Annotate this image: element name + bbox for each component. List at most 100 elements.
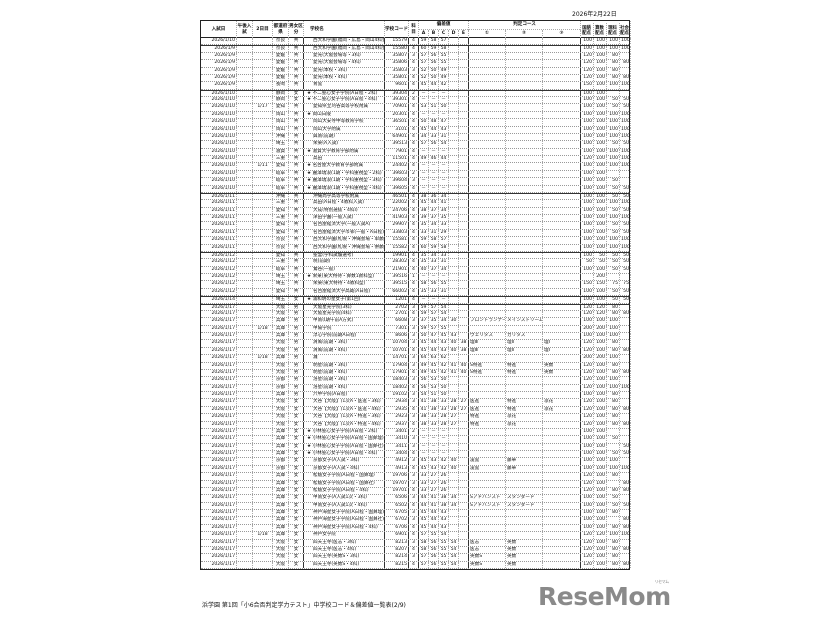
- hensachi-e: [459, 480, 469, 487]
- hensachi-b: 44: [429, 510, 439, 517]
- table-row: 2026/1/10 三重共高田 11501 4 49 46 44 120 100 100 100: [201, 156, 631, 164]
- shakai-points: 80: [620, 421, 631, 428]
- pm-exam: [237, 399, 253, 406]
- hensachi-e: 38: [459, 340, 469, 347]
- hensachi-e: [459, 443, 469, 450]
- pm-exam: [237, 414, 253, 421]
- hensachi-d: [449, 200, 459, 207]
- hensachi-c: －: [439, 274, 449, 281]
- subject-count: 4: [409, 133, 419, 141]
- course-3: [543, 126, 581, 133]
- hensachi-d: 34: [449, 495, 459, 502]
- prefecture: 兵庫: [273, 517, 289, 524]
- hensachi-b: 41: [429, 495, 439, 502]
- course-1: 英数S: [469, 561, 506, 568]
- school-code: 28302: [385, 259, 409, 266]
- subject-count: 4: [409, 148, 419, 155]
- exam-date: 2026/1/10: [201, 126, 237, 133]
- sansu-points: 100: [594, 193, 607, 200]
- course-2: [506, 97, 543, 104]
- kokugo-points: 120: [581, 480, 594, 487]
- school-code: 10701: [385, 347, 409, 355]
- hensachi-e: [459, 266, 469, 273]
- hensachi-e: [459, 428, 469, 436]
- hensachi-c: 57: [439, 237, 449, 244]
- school-code: 35803: [385, 67, 409, 74]
- hensachi-c: －: [439, 170, 449, 178]
- gender-type: 女: [289, 480, 304, 487]
- second-day: [253, 495, 273, 502]
- subject-count: 3: [409, 480, 419, 487]
- second-day: [253, 362, 273, 369]
- table-row: 2026/1/11 沖縄共沖縄尚学高等学校附属 46501 4 38 36 34 100 100…: [201, 192, 631, 201]
- course-2: [506, 304, 543, 310]
- exam-date: 2026/1/17: [201, 355, 237, 362]
- subject-count: 3: [409, 304, 419, 310]
- school-name: ★ 麗澤瑞浪(1期・学科重視型・2科): [304, 170, 385, 178]
- table-row: 2026/1/12 岐阜共鶯谷(一般) 21901 4 40 37 34 100 100 50 50: [201, 266, 631, 274]
- pm-exam: [237, 546, 253, 554]
- hensachi-a: 64: [419, 355, 429, 362]
- hensachi-d: [449, 480, 459, 487]
- course-3: [543, 133, 581, 141]
- table-row: 2026/1/17 兵庫女甲南女子(A入試1次・3科) 6506 3 44 41 38 34 S…: [201, 495, 631, 503]
- gender-type: 共: [289, 67, 304, 74]
- hensachi-d: [449, 355, 459, 362]
- prefecture: 愛知: [273, 163, 289, 170]
- sansu-points: 100: [594, 510, 607, 517]
- table-row: 2026/1/17 兵庫女甲南女子(A入試1次・4科) 6502 4 44 41 38 34 S…: [201, 502, 631, 510]
- subject-count: 3: [409, 318, 419, 325]
- hensachi-c: 42: [439, 458, 449, 465]
- school-code: 11501: [385, 156, 409, 163]
- subject-count: 4: [409, 38, 419, 45]
- course-1: [469, 60, 506, 67]
- hensachi-a: 59: [419, 237, 429, 244]
- course-2: [506, 46, 543, 52]
- kokugo-points: 100: [581, 495, 594, 502]
- second-day: [253, 546, 273, 554]
- course-2: [506, 310, 543, 318]
- rika-points: 100: [607, 111, 620, 119]
- prefecture: 愛知: [273, 222, 289, 229]
- table-row: 2026/1/10 滋賀共 ★ 滋賀大学教育学部附属 7901 4 －－－ 100 100 10…: [201, 148, 631, 156]
- course-2: [506, 325, 543, 332]
- prefecture: 兵庫: [273, 510, 289, 517]
- course-1: [469, 215, 506, 222]
- second-day: [253, 60, 273, 67]
- kokugo-points: 200: [581, 325, 594, 332]
- kokugo-points: 100: [581, 119, 594, 126]
- sansu-points: 100: [594, 185, 607, 192]
- hensachi-b: 31: [429, 229, 439, 237]
- course-3: [543, 207, 581, 214]
- school-code: 3401: [385, 428, 409, 436]
- second-day: [253, 281, 273, 288]
- pm-exam: [237, 369, 253, 377]
- hensachi-a: 59: [419, 310, 429, 318]
- rika-points: [607, 443, 620, 450]
- table-row: 2026/1/12 愛知共聖霊(学科試験選考) 19901 4 35 34 33 100 50 5…: [201, 251, 631, 260]
- prefecture: 三重: [273, 259, 289, 266]
- second-day: [253, 74, 273, 82]
- school-code: 39604: [385, 178, 409, 185]
- course-3: [543, 532, 581, 539]
- hensachi-e: [459, 193, 469, 200]
- table-row: 2026/1/10 静岡女 ★ 不二聖心女子学院(A日程・2科) 39304 2 －－－ 1…: [201, 89, 631, 97]
- rika-points: 80: [607, 60, 620, 67]
- prefecture: 埼玉: [273, 274, 289, 281]
- prefecture: 大阪: [273, 421, 289, 428]
- prefecture: 岐阜: [273, 266, 289, 273]
- pm-exam: [237, 384, 253, 391]
- rika-points: [607, 480, 620, 487]
- course-1: 医志: [469, 546, 506, 554]
- hensachi-e: [459, 170, 469, 178]
- hensachi-c: －: [439, 97, 449, 104]
- hensachi-col-header: B: [429, 30, 439, 38]
- hensachi-b: 53: [429, 384, 439, 391]
- subject-count: 3: [409, 340, 419, 347]
- hensachi-b: 48: [429, 119, 439, 126]
- sansu-points: 100: [594, 458, 607, 465]
- school-code: 18403: [385, 377, 409, 384]
- hensachi-a: 37: [419, 318, 429, 325]
- subject-count: 4: [409, 451, 419, 458]
- sansu-points: 100: [594, 473, 607, 480]
